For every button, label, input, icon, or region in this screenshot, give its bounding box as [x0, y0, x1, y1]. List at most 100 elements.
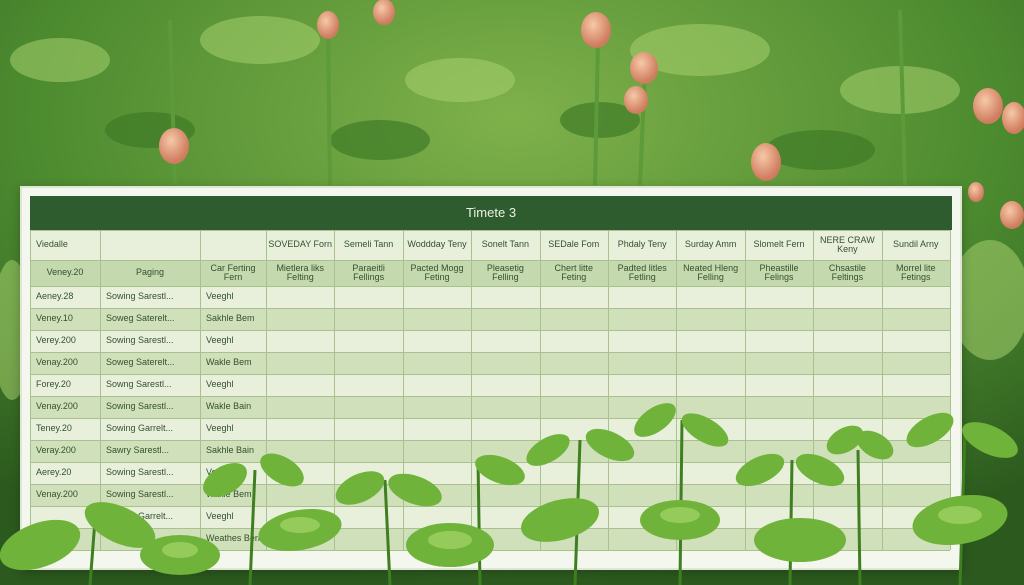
schedule-cell [334, 396, 403, 418]
schedule-cell [539, 418, 608, 440]
schedule-cell [744, 440, 814, 462]
column-subheader: Neated Hleng Felling [676, 260, 745, 286]
chart-title: Timete 3 [465, 205, 517, 220]
grid-line [539, 230, 541, 550]
schedule-cell [334, 440, 403, 462]
grid-line [30, 230, 950, 231]
schedule-cell [676, 440, 745, 462]
schedule-cell [539, 484, 608, 506]
schedule-cell [471, 352, 540, 374]
column-subheader: Paraeitli Fellings [334, 260, 403, 286]
schedule-cell [539, 374, 608, 396]
grid-line [608, 230, 609, 550]
schedule-cell [471, 374, 540, 396]
schedule-cell [334, 308, 403, 330]
schedule-cell [266, 440, 335, 462]
schedule-cell [744, 462, 814, 484]
schedule-cell [471, 308, 540, 330]
schedule-cell [402, 330, 472, 352]
schedule-cell [881, 462, 950, 484]
planting-schedule-chart: Timete 3 Viedalle SOVEDAY Forn Semeli Tann… [20, 186, 962, 570]
row-cell: Veeghl [200, 506, 266, 528]
row-cell: Sowing Sarestl... [100, 462, 200, 484]
schedule-cell [608, 506, 677, 528]
schedule-cell [266, 330, 335, 352]
schedule-cell [266, 528, 335, 550]
schedule-cell [539, 440, 608, 462]
row-cell: Sowing Garrelt... [100, 418, 200, 440]
schedule-cell [608, 330, 677, 352]
schedule-cell [608, 308, 677, 330]
schedule-cell [539, 506, 608, 528]
schedule-cell [813, 484, 882, 506]
row-cell: Teney.20 [30, 418, 100, 440]
row-cell: Veeghl [200, 374, 266, 396]
grid-line [30, 440, 950, 441]
schedule-cell [881, 396, 950, 418]
corner-label: Viedalle [30, 230, 266, 260]
column-subheader: Morrel lite Fetings [881, 260, 950, 286]
schedule-cell [744, 396, 814, 418]
schedule-cell [744, 352, 814, 374]
schedule-cell [539, 308, 608, 330]
column-subheader: Chert litte Feting [539, 260, 608, 286]
schedule-cell [813, 440, 882, 462]
chart-title-bar: Timete 3 [30, 196, 952, 230]
row-cell: Veeghl [200, 286, 266, 308]
schedule-cell [744, 374, 814, 396]
schedule-cell [539, 462, 608, 484]
grid-line [30, 396, 950, 397]
column-header: Woddday Teny [402, 230, 472, 260]
schedule-cell [539, 352, 608, 374]
schedule-cell [402, 528, 472, 550]
schedule-cell [676, 308, 745, 330]
schedule-cell [266, 286, 335, 308]
schedule-cell [813, 462, 882, 484]
grid-line [30, 330, 950, 331]
schedule-cell [813, 352, 882, 374]
schedule-cell [744, 528, 814, 550]
schedule-cell [402, 462, 472, 484]
column-header: SOVEDAY Forn [266, 230, 335, 260]
schedule-cell [608, 484, 677, 506]
row-cell: Sowing Sarestl... [100, 484, 200, 506]
schedule-cell [744, 418, 814, 440]
schedule-cell [266, 418, 335, 440]
schedule-cell [471, 528, 540, 550]
schedule-cell [676, 528, 745, 550]
column-subheader: Chsastile Feltings [813, 260, 882, 286]
schedule-cell [471, 440, 540, 462]
schedule-cell [676, 352, 745, 374]
row-cell: Sawry Sarestl... [100, 440, 200, 462]
grid-line [813, 230, 815, 550]
grid-line [744, 230, 746, 550]
schedule-cell [813, 396, 882, 418]
grid-line [471, 230, 473, 550]
schedule-cell [881, 418, 950, 440]
row-cell [30, 528, 100, 550]
row-cell: Veray.200 [30, 440, 100, 462]
schedule-cell [266, 352, 335, 374]
row-cell: Sowing Sarestl... [100, 396, 200, 418]
schedule-cell [334, 462, 403, 484]
schedule-cell [402, 418, 472, 440]
row-cell: Wakle Bem [200, 484, 266, 506]
grid-line [30, 374, 950, 375]
grid-line [30, 286, 950, 287]
schedule-cell [334, 352, 403, 374]
schedule-cell [266, 462, 335, 484]
row-cell: Aeney.28 [30, 286, 100, 308]
schedule-cell [334, 374, 403, 396]
schedule-cell [539, 286, 608, 308]
schedule-cell [471, 396, 540, 418]
schedule-cell [744, 286, 814, 308]
row-cell: Venay.200 [30, 484, 100, 506]
schedule-cell [402, 484, 472, 506]
schedule-cell [539, 528, 608, 550]
row-cell: Sowing Garrelt... [100, 506, 200, 528]
row-cell [30, 506, 100, 528]
row-cell: Aerey.20 [30, 462, 100, 484]
grid-line [100, 230, 101, 550]
grid-line [30, 462, 950, 463]
row-cell: Venay.200 [30, 396, 100, 418]
